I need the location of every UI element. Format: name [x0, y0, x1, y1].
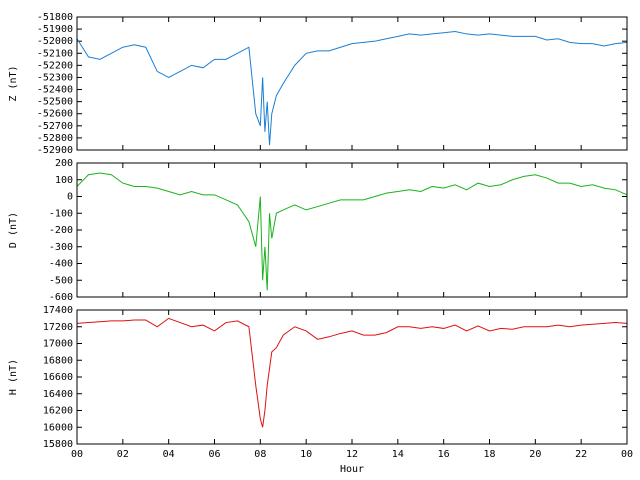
- data-line: [76, 317, 628, 428]
- y-tick-label: 16000: [43, 422, 73, 433]
- y-tick-label: 17400: [43, 305, 73, 316]
- y-tick-label: 17000: [43, 339, 73, 350]
- y-tick-label: 16600: [43, 372, 73, 383]
- x-tick-label: 20: [529, 449, 541, 460]
- y-tick-label: -400: [49, 259, 73, 270]
- x-tick-label: 02: [117, 449, 129, 460]
- x-tick-label: 16: [438, 449, 450, 460]
- x-axis-label: Hour: [340, 464, 364, 475]
- y-tick-label: 16800: [43, 355, 73, 366]
- y-tick-label: 0: [67, 192, 73, 203]
- y-tick-label: -500: [49, 275, 73, 286]
- y-tick-label: -600: [49, 292, 73, 303]
- plot-frame: [76, 309, 628, 445]
- plot-frame: [76, 162, 628, 298]
- y-tick-label: 200: [55, 158, 73, 169]
- x-tick-label: 14: [392, 449, 404, 460]
- x-tick-label: 08: [254, 449, 266, 460]
- y-tick-label: 100: [55, 175, 73, 186]
- x-tick-label: 12: [346, 449, 358, 460]
- x-tick-label: 04: [163, 449, 175, 460]
- y-tick-label: -200: [49, 225, 73, 236]
- x-tick-label: 00: [621, 449, 633, 460]
- y-tick-label: -52200: [37, 60, 73, 71]
- y-tick-label: -52700: [37, 121, 73, 132]
- x-tick-label: 00: [71, 449, 83, 460]
- plot-frame: [76, 16, 628, 151]
- y-axis-label: Z (nT): [8, 65, 19, 101]
- y-tick-label: 16400: [43, 389, 73, 400]
- y-tick-label: -52900: [37, 145, 73, 156]
- y-tick-label: -300: [49, 242, 73, 253]
- y-tick-label: -52400: [37, 85, 73, 96]
- data-line: [76, 31, 628, 146]
- data-line: [76, 172, 628, 291]
- y-tick-label: 17200: [43, 322, 73, 333]
- y-tick-label: 15800: [43, 439, 73, 450]
- y-tick-label: -52300: [37, 72, 73, 83]
- x-tick-label: 10: [300, 449, 312, 460]
- y-tick-label: -51900: [37, 24, 73, 35]
- y-axis-label: D (nT): [8, 212, 19, 248]
- y-tick-label: -52600: [37, 109, 73, 120]
- x-tick-label: 06: [208, 449, 220, 460]
- x-tick-label: 18: [483, 449, 495, 460]
- y-tick-label: -100: [49, 208, 73, 219]
- y-tick-label: -52100: [37, 48, 73, 59]
- y-axis-label: H (nT): [8, 359, 19, 395]
- x-tick-label: 22: [575, 449, 587, 460]
- y-tick-label: 16200: [43, 406, 73, 417]
- y-tick-label: -52800: [37, 133, 73, 144]
- y-tick-label: -52000: [37, 36, 73, 47]
- y-tick-label: -51800: [37, 12, 73, 23]
- y-tick-label: -52500: [37, 97, 73, 108]
